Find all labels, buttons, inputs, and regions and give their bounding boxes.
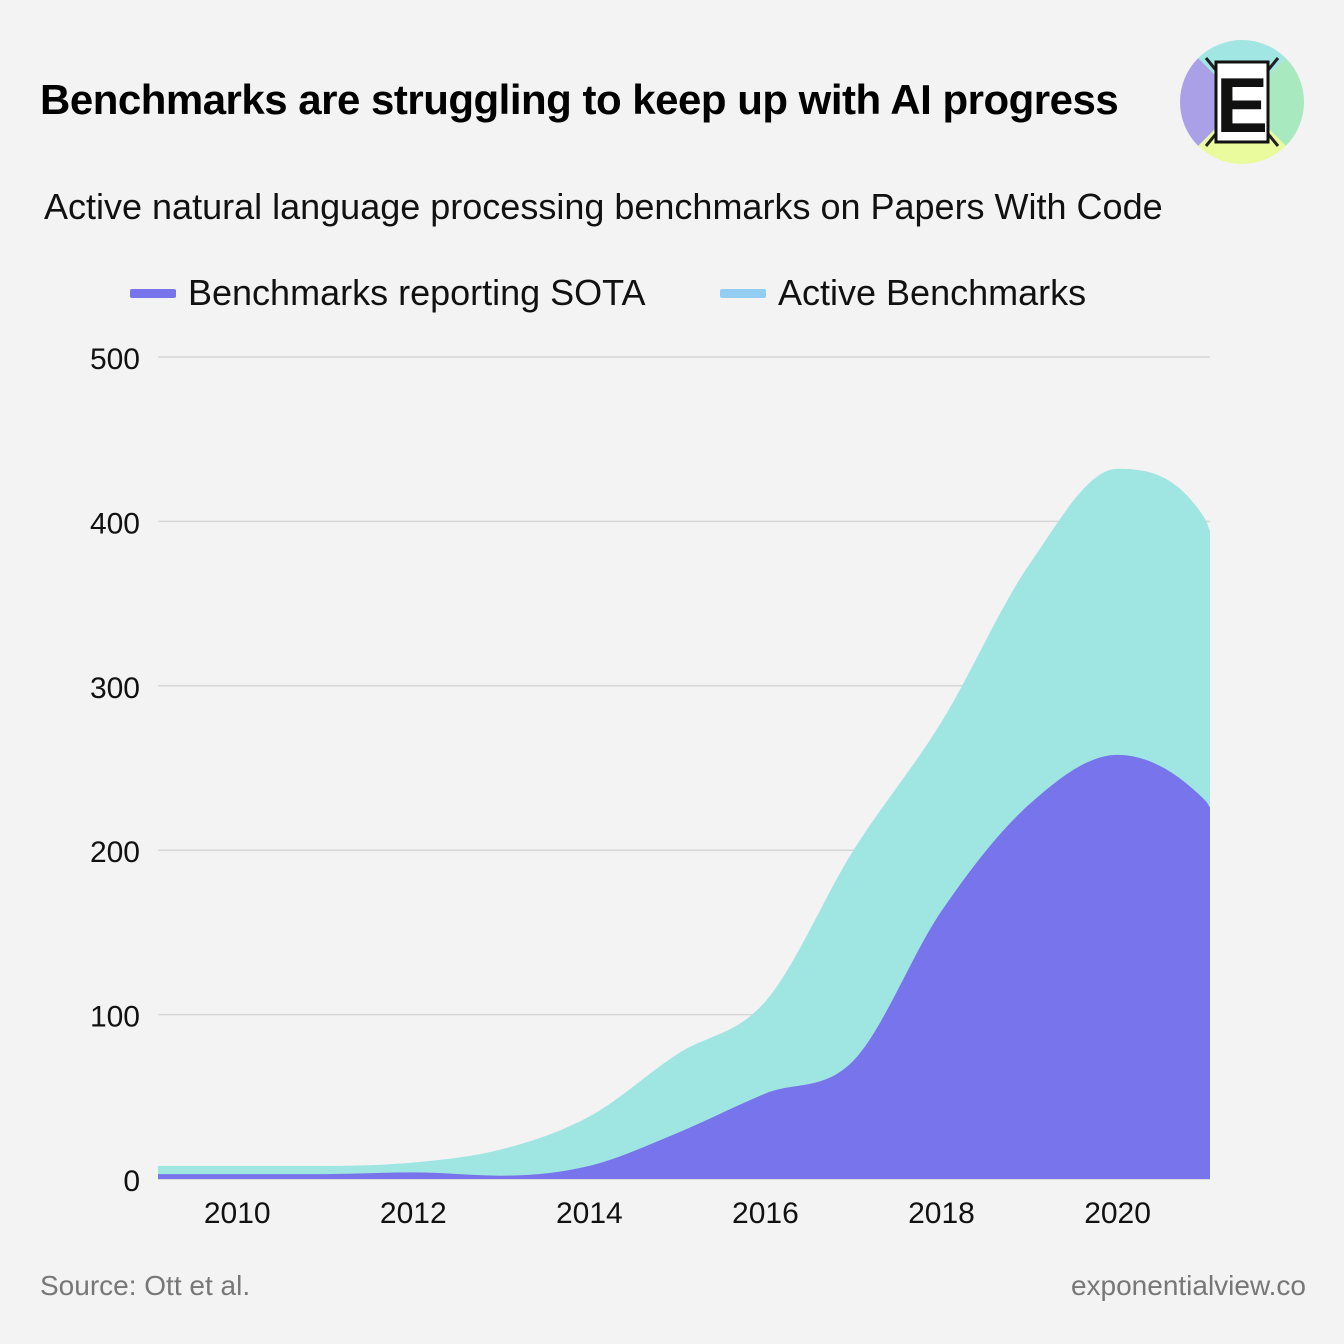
y-tick-label: 100 — [90, 1001, 140, 1034]
y-tick-label: 500 — [90, 343, 140, 376]
y-tick-label: 400 — [90, 507, 140, 540]
x-axis-ticks: 2010 2012 2014 2016 2018 2020 — [204, 1197, 1151, 1230]
x-tick-label: 2016 — [732, 1197, 799, 1230]
legend-label-active: Active Benchmarks — [778, 272, 1087, 313]
chart-subtitle: Active natural language processing bench… — [44, 186, 1163, 227]
x-tick-label: 2018 — [908, 1197, 975, 1230]
chart-title: Benchmarks are struggling to keep up wit… — [40, 76, 1119, 123]
source-note: Source: Ott et al. — [40, 1270, 251, 1301]
chart-legend: Benchmarks reporting SOTA Active Benchma… — [0, 272, 1344, 322]
legend-item-active: Active Benchmarks — [720, 272, 1086, 314]
series-areas — [158, 468, 1210, 1179]
x-tick-label: 2012 — [380, 1197, 447, 1230]
x-tick-label: 2014 — [556, 1197, 623, 1230]
y-axis-ticks: 0 100 200 300 400 500 — [90, 343, 140, 1198]
legend-label-sota: Benchmarks reporting SOTA — [188, 272, 646, 313]
x-tick-label: 2020 — [1084, 1197, 1151, 1230]
x-tick-label: 2010 — [204, 1197, 271, 1230]
area-chart: 0 100 200 300 400 500 2010 2012 2014 2016 2018 202… — [90, 343, 1210, 1230]
exponential-view-logo-icon: E — [1180, 40, 1304, 164]
legend-swatch-sota — [130, 288, 176, 298]
legend-swatch-active — [720, 288, 766, 298]
y-tick-label: 200 — [90, 836, 140, 869]
logo-letter: E — [1216, 61, 1268, 149]
legend-item-sota: Benchmarks reporting SOTA — [130, 272, 646, 314]
y-tick-label: 0 — [123, 1165, 140, 1198]
site-credit: exponentialview.co — [1070, 1270, 1306, 1301]
y-tick-label: 300 — [90, 672, 140, 705]
area-benchmarks-reporting-sota — [158, 754, 1210, 1179]
